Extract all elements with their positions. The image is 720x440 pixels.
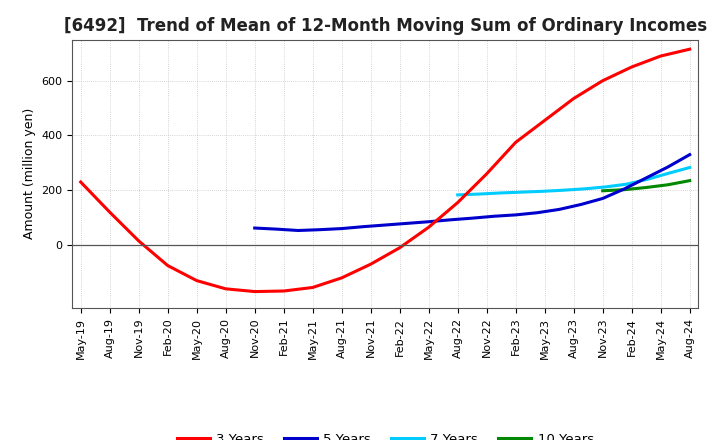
10 Years	[642, 185, 651, 190]
3 Years	[424, 224, 433, 230]
5 Years	[446, 217, 455, 223]
3 Years	[511, 139, 520, 145]
3 Years	[105, 209, 114, 215]
3 Years	[366, 261, 375, 267]
5 Years	[490, 213, 498, 219]
3 Years	[135, 238, 143, 244]
5 Years	[402, 221, 411, 226]
7 Years	[474, 191, 483, 197]
10 Years	[620, 187, 629, 192]
5 Years	[359, 224, 368, 229]
3 Years	[192, 278, 201, 283]
Line: 7 Years: 7 Years	[458, 168, 690, 195]
7 Years	[517, 190, 526, 195]
5 Years	[664, 164, 672, 169]
5 Years	[685, 152, 694, 157]
7 Years	[622, 182, 631, 187]
10 Years	[664, 182, 672, 187]
3 Years	[598, 78, 607, 83]
3 Years	[279, 288, 288, 293]
3 Years	[541, 118, 549, 123]
7 Years	[454, 192, 462, 198]
3 Years	[570, 96, 578, 101]
3 Years	[163, 263, 172, 268]
3 Years	[395, 245, 404, 250]
Line: 5 Years: 5 Years	[255, 154, 690, 231]
5 Years	[381, 222, 390, 227]
3 Years	[308, 285, 317, 290]
3 Years	[221, 286, 230, 291]
5 Years	[555, 207, 564, 212]
3 Years	[657, 53, 665, 59]
3 Years	[76, 180, 85, 185]
5 Years	[468, 216, 477, 221]
5 Years	[642, 175, 651, 180]
5 Years	[272, 227, 281, 232]
5 Years	[577, 202, 585, 207]
Title: [6492]  Trend of Mean of 12-Month Moving Sum of Ordinary Incomes: [6492] Trend of Mean of 12-Month Moving …	[63, 17, 707, 35]
Legend: 3 Years, 5 Years, 7 Years, 10 Years: 3 Years, 5 Years, 7 Years, 10 Years	[171, 427, 599, 440]
5 Years	[598, 196, 607, 201]
Line: 3 Years: 3 Years	[81, 49, 690, 292]
7 Years	[580, 186, 588, 191]
Line: 10 Years: 10 Years	[603, 181, 690, 191]
3 Years	[685, 47, 694, 52]
5 Years	[251, 225, 259, 231]
3 Years	[251, 289, 259, 294]
5 Years	[294, 228, 302, 233]
5 Years	[533, 210, 541, 215]
5 Years	[338, 226, 346, 231]
7 Years	[601, 184, 610, 190]
7 Years	[495, 191, 504, 196]
7 Years	[643, 176, 652, 182]
7 Years	[665, 171, 673, 176]
3 Years	[627, 64, 636, 70]
5 Years	[315, 227, 324, 232]
7 Years	[538, 189, 546, 194]
3 Years	[482, 171, 491, 176]
3 Years	[454, 200, 462, 205]
7 Years	[685, 165, 694, 170]
3 Years	[338, 275, 346, 281]
10 Years	[598, 188, 607, 194]
5 Years	[620, 186, 629, 191]
10 Years	[685, 178, 694, 183]
5 Years	[424, 219, 433, 224]
5 Years	[511, 212, 520, 217]
Y-axis label: Amount (million yen): Amount (million yen)	[22, 108, 35, 239]
7 Years	[559, 187, 567, 193]
